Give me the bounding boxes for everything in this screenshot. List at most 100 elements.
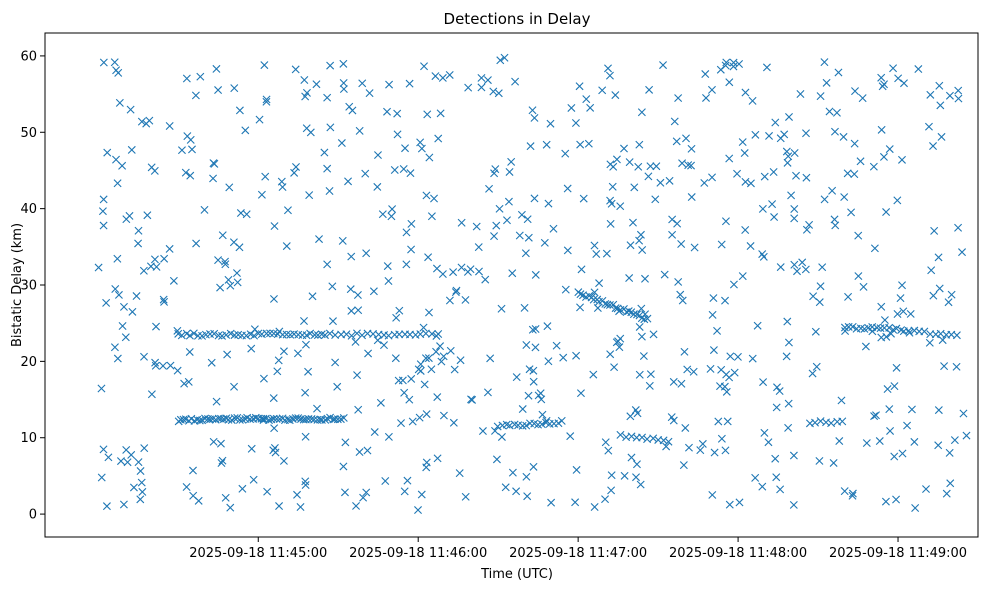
data-point (417, 144, 426, 153)
data-point (634, 162, 643, 171)
data-point (748, 96, 757, 105)
data-point (935, 81, 944, 90)
data-point (282, 242, 291, 251)
x-tick-label: 2025-09-18 11:48:00 (669, 546, 807, 561)
data-point (890, 382, 899, 391)
data-point (423, 110, 432, 119)
data-point (772, 403, 781, 412)
data-point (224, 415, 233, 424)
data-point (250, 325, 259, 334)
data-point (261, 172, 270, 181)
data-point (347, 252, 356, 261)
data-point (633, 409, 642, 418)
data-point (625, 274, 634, 283)
data-point (113, 179, 122, 188)
data-point (768, 200, 777, 209)
data-point (118, 322, 127, 331)
data-point (789, 500, 798, 509)
data-point (192, 239, 201, 248)
data-point (910, 326, 919, 335)
data-point (425, 308, 433, 317)
data-point (758, 204, 767, 213)
data-point (223, 350, 232, 359)
data-point (576, 290, 585, 299)
data-point (689, 367, 698, 376)
data-point (103, 148, 112, 157)
data-point (722, 387, 731, 396)
data-point (359, 493, 368, 502)
data-point (291, 162, 300, 171)
data-point (607, 199, 616, 208)
data-point (809, 292, 818, 301)
data-point (552, 341, 561, 350)
data-point (425, 153, 434, 162)
data-point (606, 350, 615, 359)
data-point (326, 61, 335, 70)
data-point (649, 434, 658, 443)
plot-area (44, 32, 979, 538)
data-point (559, 353, 568, 362)
data-point (676, 290, 685, 299)
data-point (579, 194, 588, 203)
data-point (898, 281, 907, 290)
data-point (315, 235, 324, 244)
data-point (690, 243, 699, 252)
data-point (508, 269, 517, 278)
data-point (209, 437, 218, 446)
data-point (735, 60, 744, 69)
x-tick-label: 2025-09-18 11:49:00 (829, 546, 967, 561)
data-point (615, 307, 624, 316)
data-point (247, 344, 256, 353)
data-point (726, 352, 735, 361)
data-point (709, 294, 718, 303)
data-point (320, 148, 329, 157)
data-point (848, 489, 857, 498)
data-point (147, 390, 156, 399)
data-point (406, 169, 415, 178)
data-point (784, 423, 793, 432)
data-point (862, 439, 871, 448)
data-point (242, 331, 251, 340)
data-point (582, 95, 591, 104)
data-point (632, 310, 641, 319)
data-point (783, 158, 792, 167)
data-point (177, 146, 186, 155)
data-point (593, 304, 602, 313)
data-point (262, 95, 271, 104)
data-point (129, 483, 138, 492)
data-point (612, 338, 621, 347)
data-point (816, 282, 825, 291)
data-point (889, 64, 898, 73)
data-point (432, 347, 441, 356)
data-point (432, 264, 441, 273)
data-point (521, 249, 530, 258)
data-point (945, 448, 954, 457)
data-point (182, 483, 191, 492)
data-point (815, 298, 824, 307)
data-point (925, 338, 934, 347)
data-point (323, 164, 332, 173)
data-point (300, 76, 309, 84)
data-point (790, 149, 799, 157)
data-point (827, 419, 836, 428)
data-point (128, 307, 137, 316)
data-point (208, 414, 217, 423)
data-point (225, 183, 234, 192)
data-point (577, 265, 586, 274)
data-point (118, 161, 127, 170)
data-point (373, 151, 382, 160)
data-point (452, 286, 461, 295)
data-point (646, 162, 655, 171)
data-point (134, 226, 143, 235)
x-tick-label: 2025-09-18 11:47:00 (509, 546, 647, 561)
data-point (659, 436, 668, 445)
data-point (635, 322, 644, 331)
data-point (898, 155, 906, 164)
data-point (387, 212, 396, 221)
data-point (959, 409, 968, 418)
data-point (461, 492, 470, 501)
data-point (222, 414, 231, 423)
data-point (433, 454, 442, 463)
data-point (787, 191, 796, 200)
data-point (790, 214, 799, 223)
